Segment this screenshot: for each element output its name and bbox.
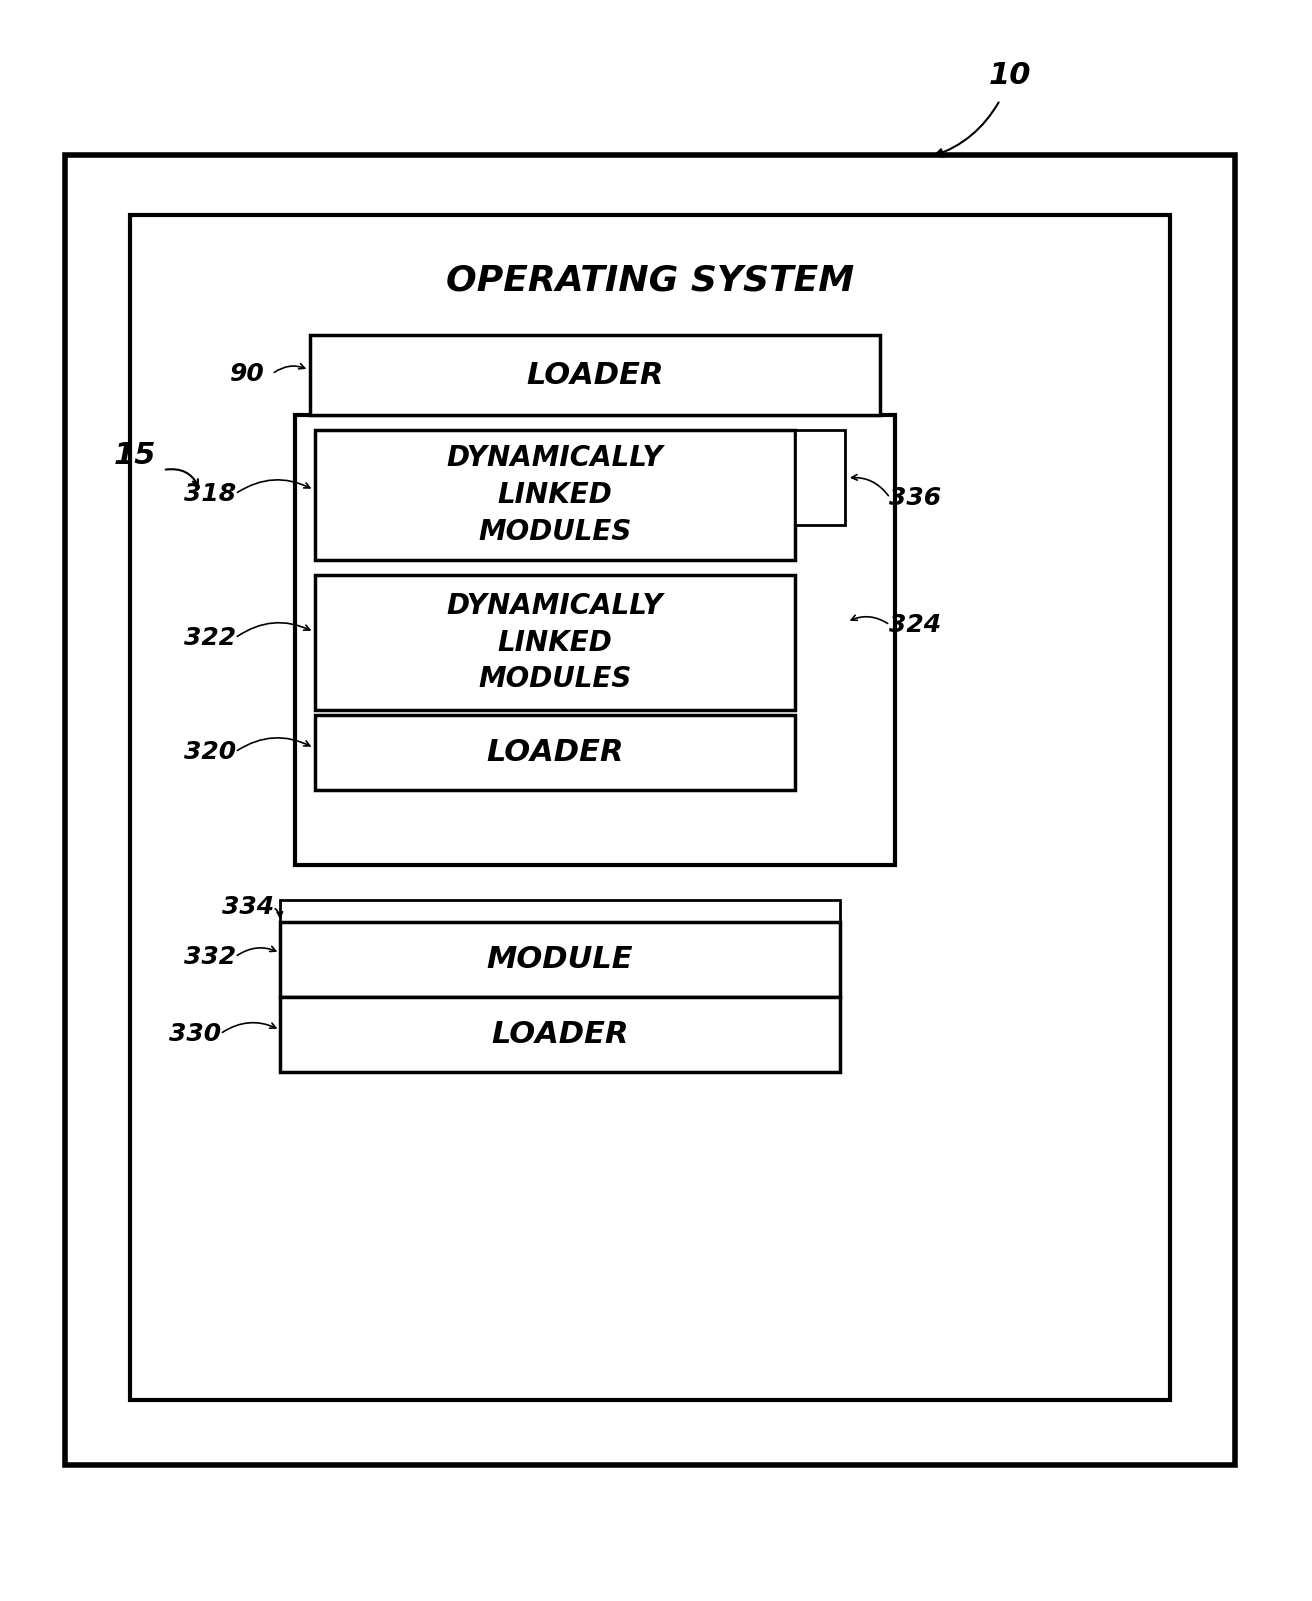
Text: 10: 10	[989, 61, 1031, 90]
Bar	[279, 997, 840, 1073]
Bar	[310, 335, 880, 415]
Text: DYNAMICALLY
LINKED
MODULES: DYNAMICALLY LINKED MODULES	[446, 592, 664, 693]
Text: OPERATING SYSTEM: OPERATING SYSTEM	[446, 263, 854, 298]
Bar	[315, 575, 795, 709]
Text: 332: 332	[184, 945, 236, 969]
Text: DYNAMICALLY
LINKED
MODULES: DYNAMICALLY LINKED MODULES	[446, 443, 664, 546]
Text: 90: 90	[230, 362, 265, 386]
Bar	[315, 716, 795, 789]
Bar	[279, 900, 840, 922]
Bar	[315, 431, 795, 560]
Bar	[130, 215, 1170, 1399]
Bar	[279, 922, 840, 997]
Text: 15: 15	[114, 440, 156, 469]
Bar	[295, 415, 895, 865]
Text: 320: 320	[184, 740, 236, 764]
Text: 330: 330	[169, 1021, 220, 1045]
Text: 334: 334	[222, 895, 274, 919]
Text: 322: 322	[184, 626, 236, 650]
Text: 336: 336	[890, 487, 941, 511]
Text: 324: 324	[890, 613, 941, 637]
Text: LOADER: LOADER	[487, 738, 623, 767]
Text: LOADER: LOADER	[491, 1020, 628, 1049]
Bar	[795, 431, 845, 525]
Text: MODULE: MODULE	[487, 945, 634, 973]
Text: LOADER: LOADER	[526, 360, 664, 389]
Bar	[66, 155, 1235, 1465]
Text: 318: 318	[184, 482, 236, 506]
